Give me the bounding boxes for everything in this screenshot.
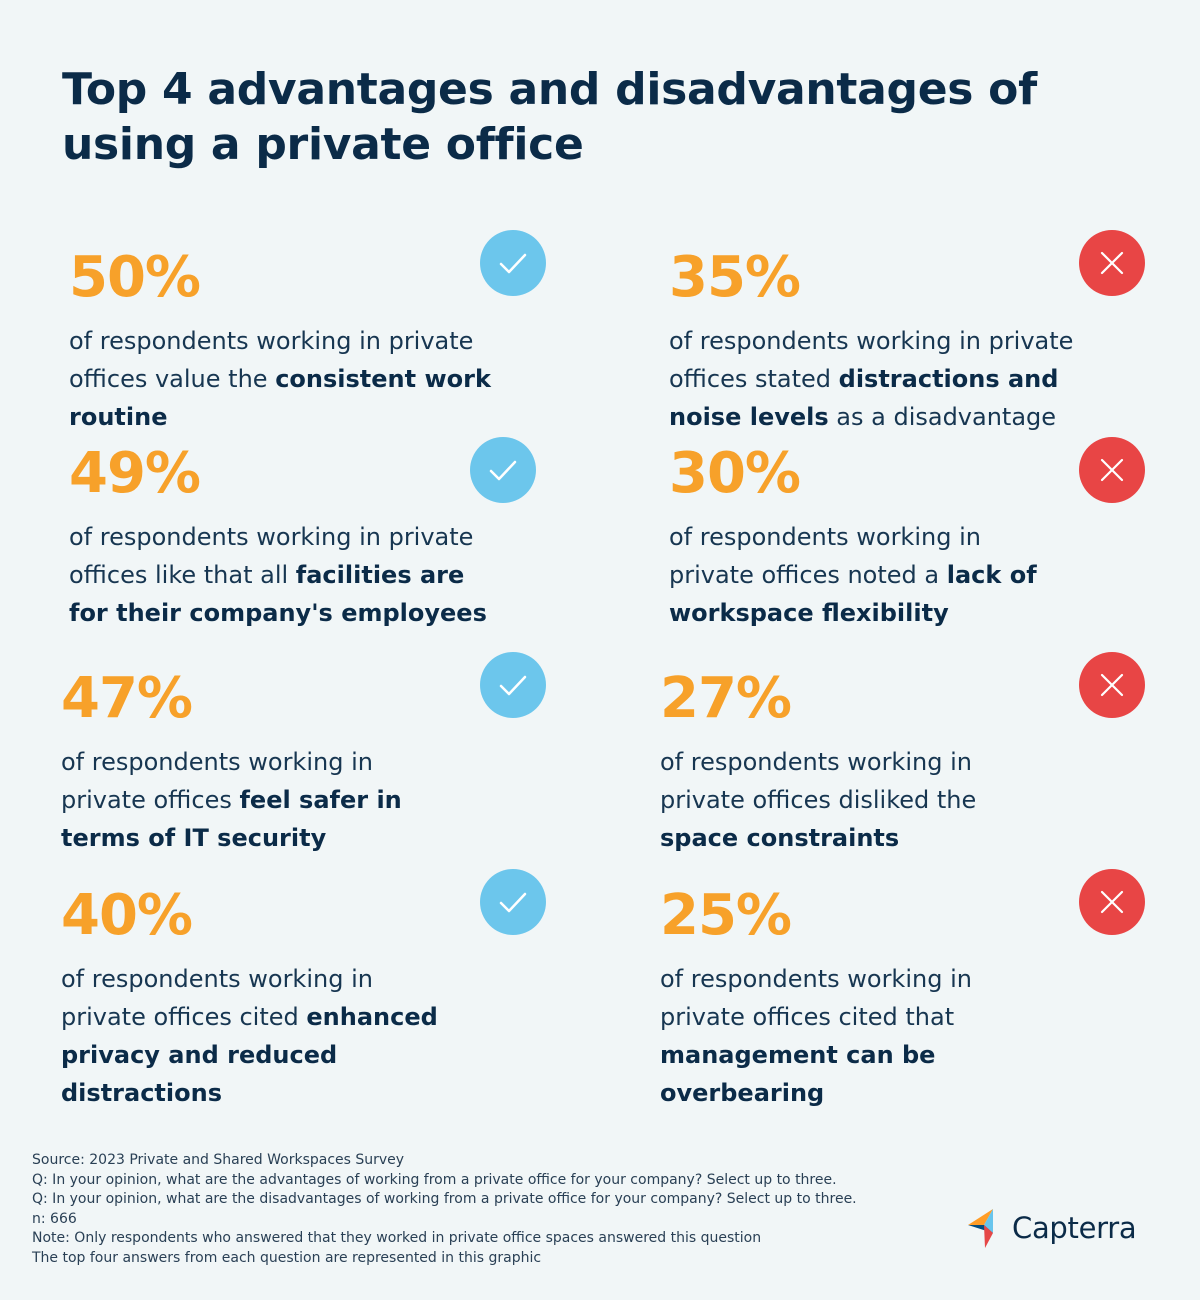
sample-size-line: n: 666	[32, 1210, 77, 1227]
capterra-logo: Capterra	[966, 1206, 1137, 1250]
advantage-description: of respondents working in private office…	[61, 748, 402, 852]
page-title: Top 4 advantages and disadvantages of us…	[62, 64, 1037, 170]
disadvantage-percent: 27%	[660, 666, 792, 731]
capterra-logo-icon	[968, 1209, 993, 1248]
advantage-description: of respondents working in private office…	[69, 327, 491, 431]
advantage-percent: 49%	[69, 441, 201, 506]
advantage-card: 49% of respondents working in private of…	[69, 442, 539, 632]
disadvantage-description: of respondents working in private office…	[660, 748, 977, 852]
source-notes: Source: 2023 Private and Shared Workspac…	[32, 1151, 932, 1268]
check-icon	[470, 437, 536, 503]
capterra-wordmark: Capterra	[1012, 1211, 1137, 1245]
disadvantage-card: 35% of respondents working in private of…	[669, 246, 1139, 436]
note-line: Note: Only respondents who answered that…	[32, 1230, 762, 1246]
advantage-card: 40% of respondents working in private of…	[61, 884, 531, 1112]
x-icon	[1079, 230, 1145, 296]
disadvantage-card: 30% of respondents working in private of…	[669, 442, 1139, 632]
disadvantage-description: of respondents working in private office…	[660, 965, 972, 1107]
check-icon	[480, 230, 546, 296]
methodology-line: The top four answers from each question …	[32, 1249, 542, 1266]
advantage-percent: 47%	[61, 666, 193, 731]
advantage-description: of respondents working in private office…	[61, 965, 438, 1107]
disadvantage-card: 27% of respondents working in private of…	[660, 667, 1130, 857]
check-icon	[480, 869, 546, 935]
advantage-percent: 50%	[69, 245, 201, 310]
question-advantages-line: Q: In your opinion, what are the advanta…	[32, 1171, 837, 1188]
disadvantage-percent: 35%	[669, 245, 801, 310]
disadvantage-card: 25% of respondents working in private of…	[660, 884, 1130, 1112]
advantage-card: 47% of respondents working in private of…	[61, 667, 531, 857]
source-line: Source: 2023 Private and Shared Workspac…	[32, 1152, 405, 1168]
advantage-percent: 40%	[61, 883, 193, 948]
question-disadvantages-line: Q: In your opinion, what are the disadva…	[32, 1191, 857, 1207]
check-icon	[480, 652, 546, 718]
advantage-card: 50% of respondents working in private of…	[69, 246, 539, 436]
disadvantage-description: of respondents working in private office…	[669, 327, 1074, 431]
disadvantage-percent: 25%	[660, 883, 792, 948]
x-icon	[1079, 869, 1145, 935]
x-icon	[1079, 437, 1145, 503]
x-icon	[1079, 652, 1145, 718]
advantage-description: of respondents working in private office…	[69, 523, 487, 627]
disadvantage-percent: 30%	[669, 441, 801, 506]
disadvantage-description: of respondents working in private office…	[669, 523, 1037, 627]
